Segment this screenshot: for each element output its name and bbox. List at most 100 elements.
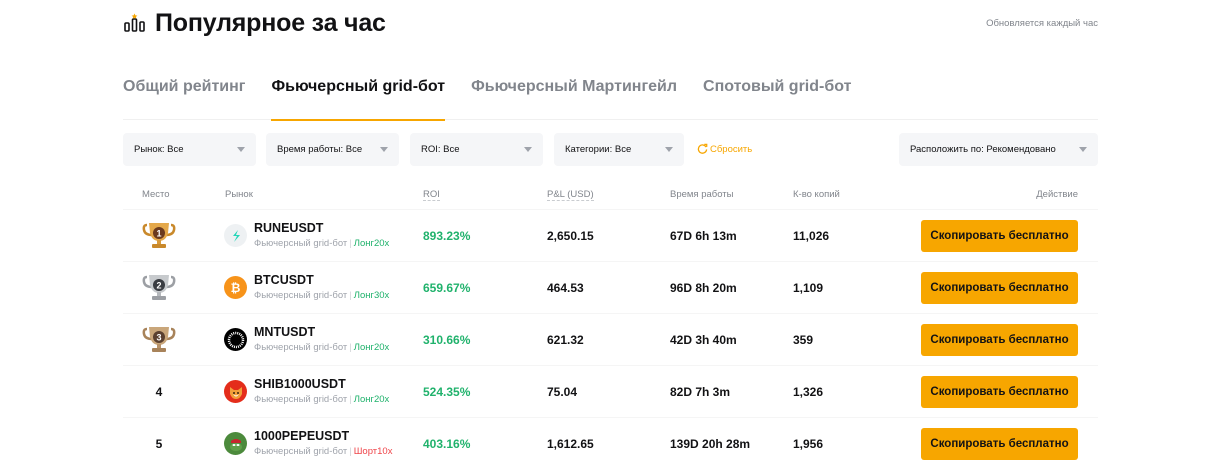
column-market: Рынок bbox=[225, 189, 253, 200]
sort-dropdown[interactable]: Расположить по: Рекомендовано bbox=[899, 133, 1098, 166]
btc-coin-icon: ₿ bbox=[224, 276, 247, 299]
caret-down-icon bbox=[380, 147, 388, 152]
runtime-value: 139D 20h 28m bbox=[670, 437, 751, 451]
tab-overall-rating[interactable]: Общий рейтинг bbox=[123, 78, 246, 95]
bot-type-label: Фьючерсный grid-бот bbox=[254, 394, 348, 405]
leverage-badge: Лонг20x bbox=[353, 238, 390, 249]
rank-number: 4 bbox=[155, 385, 163, 399]
reset-filters-button[interactable]: Сбросить bbox=[697, 133, 752, 166]
bots-table: Место Рынок ROI P&L (USD) Время работы К… bbox=[123, 180, 1098, 466]
column-pnl[interactable]: P&L (USD) bbox=[547, 189, 594, 201]
roi-value: 310.66% bbox=[423, 333, 471, 347]
rune-coin-icon bbox=[224, 224, 247, 247]
pnl-value: 464.53 bbox=[547, 281, 584, 295]
reset-label: Сбросить bbox=[710, 144, 753, 155]
page-header: Популярное за час Обновляется каждый час bbox=[123, 5, 1098, 41]
bronze-trophy-icon: 3 bbox=[137, 324, 181, 356]
roi-filter-dropdown[interactable]: ROI: Все bbox=[410, 133, 543, 166]
copies-value: 1,956 bbox=[793, 437, 824, 451]
table-row: 4 SHIB1000USDT Фьючерсный grid-бот | Лонг2… bbox=[123, 366, 1098, 418]
market-cell: SHIB1000USDT Фьючерсный grid-бот | Лонг20x bbox=[254, 377, 390, 405]
market-symbol[interactable]: BTCUSDT bbox=[254, 273, 314, 287]
mnt-coin-icon bbox=[224, 328, 247, 351]
roi-value: 524.35% bbox=[423, 385, 471, 399]
roi-value: 659.67% bbox=[423, 281, 471, 295]
column-roi[interactable]: ROI bbox=[423, 189, 440, 201]
leverage-badge: Лонг20x bbox=[353, 342, 390, 353]
column-rank: Место bbox=[142, 189, 170, 200]
rank-number: 5 bbox=[155, 437, 163, 451]
svg-text:1: 1 bbox=[156, 229, 161, 239]
runtime-filter-label: Время работы: Все bbox=[277, 144, 363, 155]
copies-value: 1,109 bbox=[793, 281, 824, 295]
runtime-filter-dropdown[interactable]: Время работы: Все bbox=[266, 133, 399, 166]
copy-free-button[interactable]: Скопировать бесплатно bbox=[921, 272, 1078, 304]
roi-value: 403.16% bbox=[423, 437, 471, 451]
svg-text:3: 3 bbox=[156, 333, 161, 343]
copies-value: 1,326 bbox=[793, 385, 824, 399]
refresh-icon bbox=[697, 143, 708, 157]
leverage-badge: Шорт10x bbox=[353, 446, 393, 457]
pnl-value: 1,612.65 bbox=[547, 437, 594, 451]
market-cell: BTCUSDT Фьючерсный grid-бот | Лонг30x bbox=[254, 273, 390, 301]
column-runtime: Время работы bbox=[670, 189, 734, 200]
table-row: 1 RUNEUSDT Фьючерсный grid-бот | Лонг20x 8… bbox=[123, 210, 1098, 262]
shib-coin-icon bbox=[224, 380, 247, 403]
page-title: Популярное за час bbox=[155, 8, 386, 37]
market-filter-label: Рынок: Все bbox=[134, 144, 184, 155]
market-cell: 1000PEPEUSDT Фьючерсный grid-бот | Шорт10x bbox=[254, 429, 393, 457]
sort-label: Расположить по: Рекомендовано bbox=[910, 144, 1056, 155]
gold-trophy-icon: 1 bbox=[137, 220, 181, 252]
bar-chart-icon bbox=[123, 13, 147, 33]
market-filter-dropdown[interactable]: Рынок: Все bbox=[123, 133, 256, 166]
copies-value: 359 bbox=[793, 333, 814, 347]
market-symbol[interactable]: RUNEUSDT bbox=[254, 221, 324, 235]
table-row: 2 ₿ BTCUSDT Фьючерсный grid-бот | Лонг30x … bbox=[123, 262, 1098, 314]
tab-spot-grid-bot[interactable]: Спотовый grid-бот bbox=[703, 78, 852, 95]
pepe-coin-icon bbox=[224, 432, 247, 455]
pnl-value: 2,650.15 bbox=[547, 229, 594, 243]
category-filter-label: Категории: Все bbox=[565, 144, 632, 155]
leverage-badge: Лонг30x bbox=[353, 290, 390, 301]
bot-type-label: Фьючерсный grid-бот bbox=[254, 446, 348, 457]
copy-free-button[interactable]: Скопировать бесплатно bbox=[921, 324, 1078, 356]
market-cell: MNTUSDT Фьючерсный grid-бот | Лонг20x bbox=[254, 325, 390, 353]
svg-text:2: 2 bbox=[156, 281, 161, 291]
bot-type-label: Фьючерсный grid-бот bbox=[254, 238, 348, 249]
market-symbol[interactable]: MNTUSDT bbox=[254, 325, 316, 339]
bot-type-tabs: Общий рейтинг Фьючерсный grid-бот Фьючер… bbox=[123, 72, 1098, 121]
copy-free-button[interactable]: Скопировать бесплатно bbox=[921, 220, 1078, 252]
runtime-value: 96D 8h 20m bbox=[670, 281, 737, 295]
table-row: 5 1000PEPEUSDT Фьючерсный grid-бот | Шорт1… bbox=[123, 418, 1098, 466]
caret-down-icon bbox=[1079, 147, 1087, 152]
title-group: Популярное за час bbox=[123, 9, 386, 38]
bot-type-label: Фьючерсный grid-бот bbox=[254, 290, 348, 301]
market-symbol[interactable]: SHIB1000USDT bbox=[254, 377, 346, 391]
pnl-value: 75.04 bbox=[547, 385, 578, 399]
runtime-value: 42D 3h 40m bbox=[670, 333, 737, 347]
roi-value: 893.23% bbox=[423, 229, 471, 243]
silver-trophy-icon: 2 bbox=[137, 272, 181, 304]
filter-bar: Рынок: Все Время работы: Все ROI: Все Ка… bbox=[123, 133, 1098, 166]
caret-down-icon bbox=[237, 147, 245, 152]
runtime-value: 67D 6h 13m bbox=[670, 229, 737, 243]
market-cell: RUNEUSDT Фьючерсный grid-бот | Лонг20x bbox=[254, 221, 390, 249]
column-action: Действие bbox=[1036, 189, 1078, 200]
caret-down-icon bbox=[665, 147, 673, 152]
category-filter-dropdown[interactable]: Категории: Все bbox=[554, 133, 684, 166]
table-header: Место Рынок ROI P&L (USD) Время работы К… bbox=[123, 180, 1098, 210]
bot-type-label: Фьючерсный grid-бот bbox=[254, 342, 348, 353]
pnl-value: 621.32 bbox=[547, 333, 584, 347]
column-copies: К-во копий bbox=[793, 189, 840, 200]
tab-futures-grid-bot[interactable]: Фьючерсный grid-бот bbox=[271, 72, 445, 121]
market-symbol[interactable]: 1000PEPEUSDT bbox=[254, 429, 350, 443]
copies-value: 11,026 bbox=[793, 229, 830, 243]
tab-futures-martingale[interactable]: Фьючерсный Мартингейл bbox=[471, 78, 678, 95]
runtime-value: 82D 7h 3m bbox=[670, 385, 731, 399]
update-frequency-note: Обновляется каждый час bbox=[986, 17, 1098, 29]
copy-free-button[interactable]: Скопировать бесплатно bbox=[921, 428, 1078, 460]
table-row: 3 MNTUSDT Фьючерсный grid-бот | Лонг20x 31… bbox=[123, 314, 1098, 366]
caret-down-icon bbox=[524, 147, 532, 152]
leverage-badge: Лонг20x bbox=[353, 394, 390, 405]
copy-free-button[interactable]: Скопировать бесплатно bbox=[921, 376, 1078, 408]
